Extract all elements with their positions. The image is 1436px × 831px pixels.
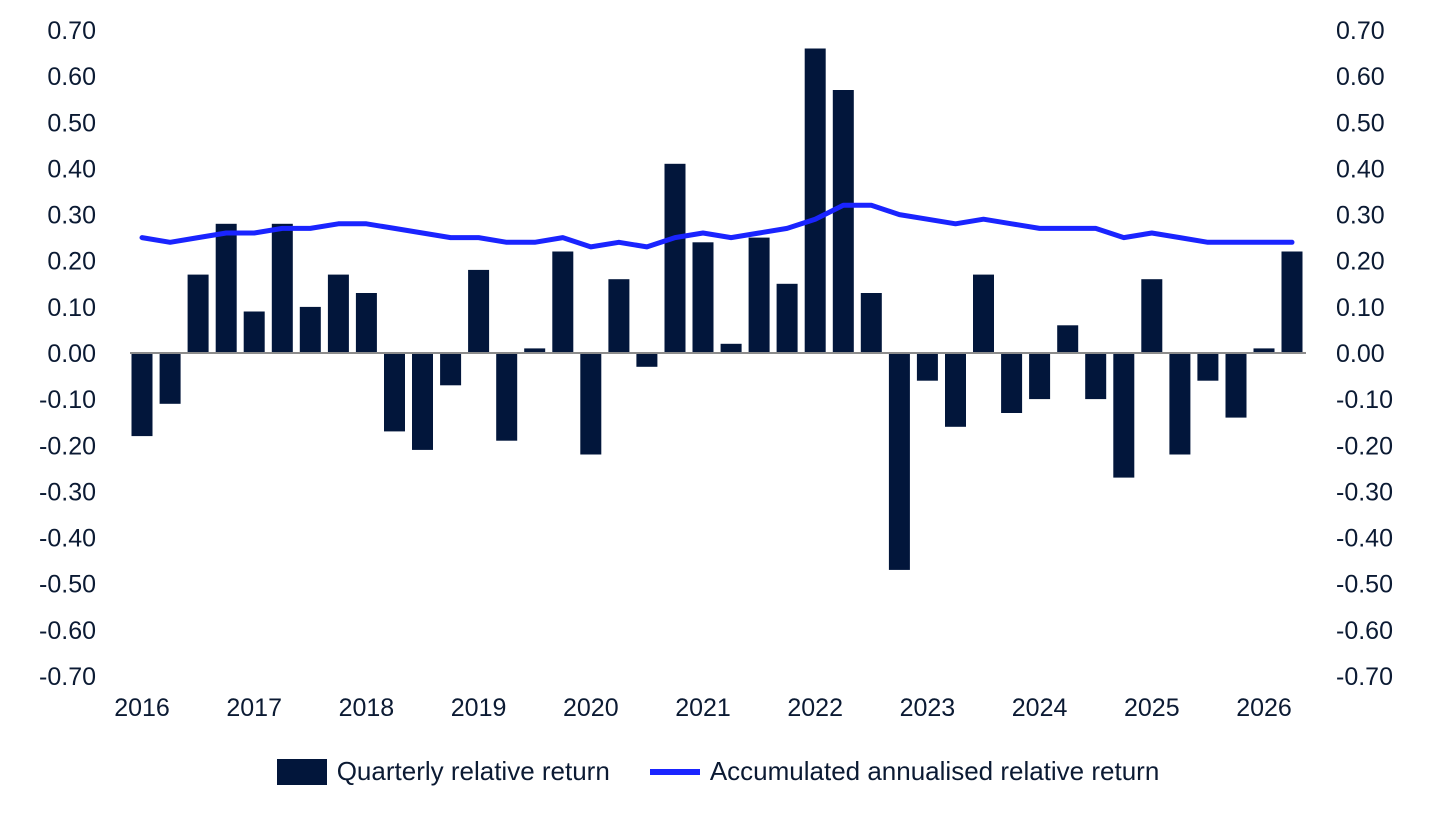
bar	[412, 353, 433, 450]
bar	[384, 353, 405, 432]
x-tick-label: 2018	[339, 694, 395, 722]
bar	[888, 353, 910, 570]
y-tick-right: -0.10	[1336, 386, 1393, 414]
y-tick-left: 0.30	[47, 202, 96, 230]
bar	[832, 90, 854, 353]
bar	[215, 223, 237, 353]
y-tick-left: 0.70	[47, 17, 96, 45]
y-tick-right: -0.50	[1336, 571, 1393, 599]
bar	[271, 223, 293, 353]
x-axis: 2016 2017 2018 2019 2020 2021 2022 2023 2024 2025…	[114, 694, 1292, 722]
y-tick-right: -0.40	[1336, 525, 1393, 553]
bar	[608, 279, 630, 353]
y-tick-left: -0.20	[39, 432, 96, 460]
bar	[636, 353, 658, 367]
bar	[1057, 325, 1079, 353]
y-tick-left: -0.30	[39, 478, 96, 506]
bar	[552, 251, 574, 353]
x-tick-label: 2025	[1124, 694, 1180, 722]
legend: Quarterly relative return Accumulated an…	[0, 756, 1436, 787]
legend-label-line: Accumulated annualised relative return	[709, 756, 1160, 786]
bar	[131, 353, 153, 437]
bar	[664, 163, 686, 353]
legend-label-bars: Quarterly relative return	[336, 756, 610, 786]
bar	[496, 353, 518, 441]
y-tick-right: 0.50	[1336, 109, 1385, 137]
bar	[1001, 353, 1023, 413]
y-tick-right: 0.60	[1336, 63, 1385, 91]
line-series	[139, 202, 1295, 250]
y-tick-right: 0.10	[1336, 294, 1385, 322]
bar	[1253, 348, 1275, 353]
bar	[159, 353, 181, 404]
x-tick-label: 2020	[563, 694, 619, 722]
bar	[804, 48, 826, 353]
y-tick-right: 0.30	[1336, 202, 1385, 230]
bar	[524, 348, 546, 353]
y-tick-left: 0.00	[47, 340, 96, 368]
y-tick-left: -0.70	[39, 663, 96, 691]
x-tick-label: 2022	[787, 694, 843, 722]
x-tick-label: 2024	[1012, 694, 1068, 722]
y-tick-right: -0.20	[1336, 432, 1393, 460]
legend-item-line: Accumulated annualised relative return	[649, 756, 1160, 787]
y-tick-left: -0.50	[39, 571, 96, 599]
y-tick-left: 0.20	[47, 248, 96, 276]
bar	[440, 353, 462, 386]
bar-series	[131, 48, 1303, 570]
x-tick-label: 2017	[226, 694, 282, 722]
y-tick-left: 0.40	[47, 155, 96, 183]
y-tick-right: 0.20	[1336, 248, 1385, 276]
y-tick-left: 0.50	[47, 109, 96, 137]
bar	[468, 269, 490, 353]
bar	[692, 242, 714, 353]
x-tick-label: 2016	[114, 694, 170, 722]
bar	[1225, 353, 1247, 418]
legend-swatch-bar	[276, 758, 327, 785]
bar	[776, 283, 798, 353]
bar	[187, 274, 209, 353]
bar	[1141, 279, 1163, 353]
y-tick-right: -0.30	[1336, 478, 1393, 506]
y-tick-left: 0.60	[47, 63, 96, 91]
legend-swatch-line	[649, 768, 700, 775]
y-tick-right: 0.40	[1336, 155, 1385, 183]
bar	[748, 237, 770, 353]
y-tick-right: 0.70	[1336, 17, 1385, 45]
accumulated-return-line	[139, 202, 1295, 250]
y-tick-left: -0.40	[39, 525, 96, 553]
bar	[1197, 353, 1219, 381]
bar	[1169, 353, 1191, 455]
y-tick-left: -0.60	[39, 617, 96, 645]
left-y-axis: 0.70 0.60 0.50 0.40 0.30 0.20 0.10 0.00 -0.10 -0.…	[39, 17, 96, 691]
y-tick-right: 0.00	[1336, 340, 1385, 368]
bar	[243, 311, 265, 353]
bar	[945, 353, 966, 427]
x-tick-label: 2019	[451, 694, 507, 722]
bar	[973, 274, 994, 353]
legend-item-bars: Quarterly relative return	[276, 756, 610, 787]
bar	[916, 353, 938, 381]
x-tick-label: 2026	[1236, 694, 1292, 722]
bar	[1281, 251, 1303, 353]
bar	[299, 306, 321, 353]
bar	[1085, 353, 1107, 400]
bar	[1113, 353, 1135, 478]
bar	[355, 293, 377, 353]
bar	[1029, 353, 1051, 400]
bar	[327, 274, 349, 353]
x-tick-label: 2023	[900, 694, 956, 722]
y-tick-right: -0.70	[1336, 663, 1393, 691]
bar	[720, 343, 742, 353]
x-tick-label: 2021	[675, 694, 731, 722]
y-tick-left: -0.10	[39, 386, 96, 414]
right-y-axis: 0.70 0.60 0.50 0.40 0.30 0.20 0.10 0.00 -0.10 -0.…	[1336, 17, 1393, 691]
y-tick-left: 0.10	[47, 294, 96, 322]
y-tick-right: -0.60	[1336, 617, 1393, 645]
bar	[580, 353, 602, 455]
bar	[860, 293, 882, 353]
